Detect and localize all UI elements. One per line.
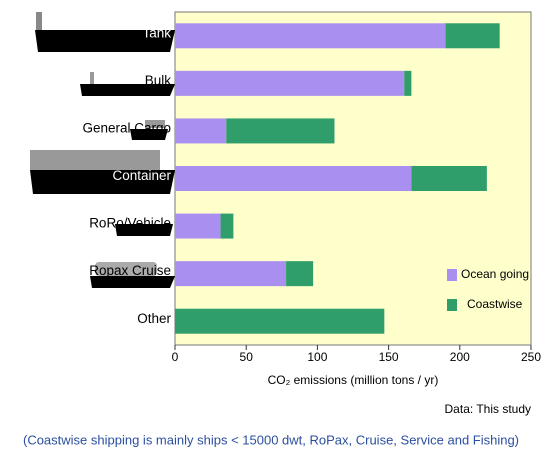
category-label: Bulk — [145, 73, 172, 88]
ship-hull — [90, 276, 175, 288]
ship-hull — [30, 170, 175, 194]
category-label: Container — [112, 168, 171, 183]
ship-hull — [130, 129, 168, 140]
ship-superstructure — [95, 262, 157, 276]
x-tick-label: 50 — [240, 350, 254, 364]
bar-segment — [286, 261, 314, 287]
legend-label: Ocean going — [461, 267, 529, 281]
bar-segment — [445, 23, 500, 49]
category-label: Tank — [142, 25, 171, 40]
category-label: General Cargo — [82, 120, 171, 135]
bar-segment — [175, 23, 446, 49]
bar-segment — [175, 213, 221, 239]
ship-bridge — [145, 120, 165, 128]
ship-hull — [35, 30, 175, 52]
source: Data: This study — [445, 402, 531, 416]
note: (Coastwise shipping is mainly ships < 15… — [23, 432, 519, 447]
category-label: Other — [137, 311, 171, 326]
ship-mast — [90, 72, 94, 84]
x-tick-label: 250 — [521, 350, 541, 364]
ship-hull — [115, 224, 173, 236]
ship-containers — [30, 150, 160, 170]
bar-segment — [404, 70, 412, 96]
ship-mast — [36, 12, 42, 30]
x-axis-label: CO₂ emissions (million tons / yr) — [268, 373, 439, 387]
legend-swatch — [447, 299, 457, 311]
bar-segment — [175, 308, 385, 334]
category-label: Ropax Cruise — [89, 263, 171, 278]
ship-silhouettes — [30, 12, 175, 288]
bar-segment — [175, 261, 287, 287]
x-tick-label: 0 — [172, 350, 179, 364]
x-tick-label: 100 — [307, 350, 327, 364]
category-label: RoRo/Vehicle — [89, 216, 171, 231]
bar-segment — [220, 213, 234, 239]
bar-segment — [175, 70, 405, 96]
bar-segment — [175, 118, 227, 144]
bar-segment — [226, 118, 335, 144]
bar-segment — [411, 166, 487, 191]
x-tick-label: 150 — [379, 350, 399, 364]
ship-hull — [80, 84, 175, 96]
x-tick-label: 200 — [450, 350, 470, 364]
legend-label: Coastwise — [467, 297, 523, 311]
legend-swatch — [447, 269, 457, 281]
bar-segment — [175, 166, 412, 191]
